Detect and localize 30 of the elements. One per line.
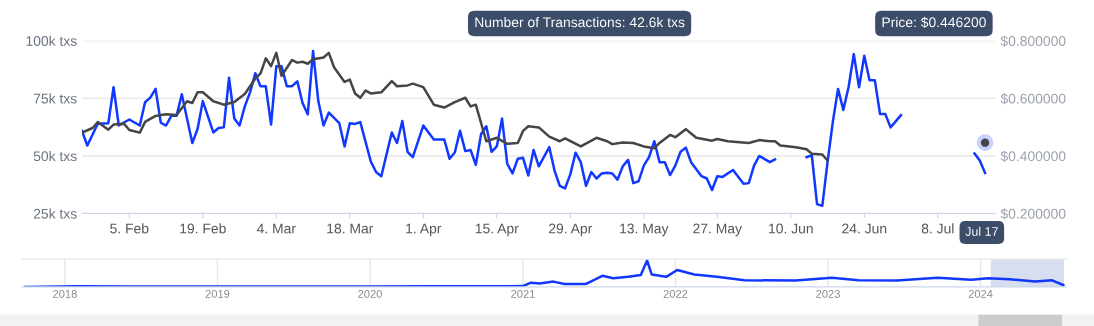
x-tick-label: 2018 [53, 289, 77, 298]
text: Jul 17 [965, 226, 998, 236]
x-tick-label: 18. Mar [327, 223, 374, 234]
x-tick-label: 19. Feb [180, 223, 226, 234]
y-tick-label: 25k txs [33, 208, 77, 219]
y-tick-label: 100k txs [26, 35, 77, 46]
y-tick-label: 50k txs [33, 150, 77, 162]
x-tick-label: 2021 [511, 289, 535, 298]
x-tick-label: 5. Feb [110, 223, 149, 234]
y-tick-label: 75k txs [33, 93, 77, 104]
x-tick-label: 13. May [620, 223, 669, 237]
x-tick-label: 24. Jun [842, 223, 887, 234]
text: Number of Transactions: 42.6k txs [475, 17, 685, 28]
x-tick-label: 27. May [693, 223, 742, 237]
x-tick-label: 2023 [816, 289, 840, 298]
y2-tick-label: $0.600000 [1000, 93, 1066, 105]
x-tick-label: 2022 [663, 289, 688, 298]
x-tick-label: 2020 [358, 289, 382, 298]
x-tick-label: 15. Apr [475, 223, 519, 237]
y2-tick-label: $0.200000 [1000, 208, 1066, 220]
x-tick-label: 2019 [205, 289, 230, 298]
y2-tick-label: $0.400000 [1000, 150, 1066, 162]
x-tick-label: 8. Jul [921, 223, 954, 234]
x-tick-label: 29. Apr [548, 223, 593, 237]
x-tick-label: 4. Mar [256, 223, 296, 234]
y2-tick-label: $0.800000 [1000, 35, 1066, 47]
text: Price: $0.446200 [882, 16, 986, 29]
x-tick-label: 2024 [968, 289, 993, 298]
x-tick-label: 10. Jun [769, 223, 813, 234]
x-tick-label: 1. Apr [406, 223, 442, 237]
